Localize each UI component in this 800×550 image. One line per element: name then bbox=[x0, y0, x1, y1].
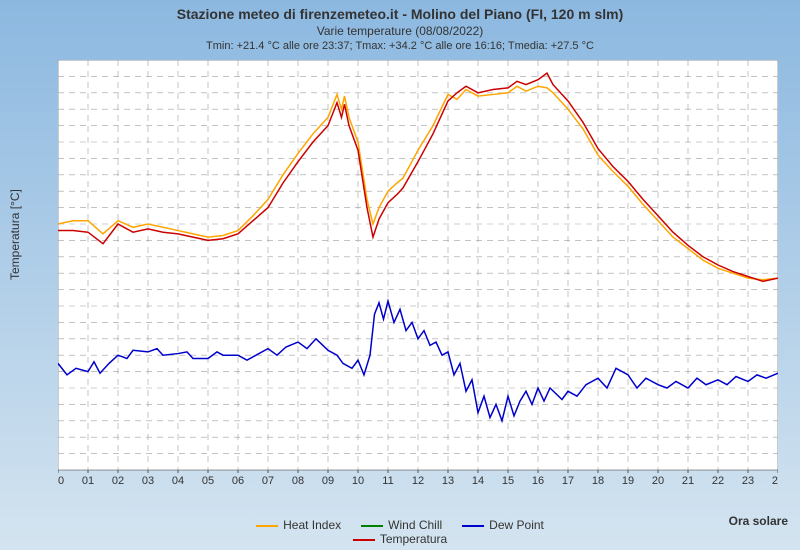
svg-text:13: 13 bbox=[442, 475, 454, 487]
chart-title-main: Stazione meteo di firenzemeteo.it - Moli… bbox=[0, 0, 800, 22]
svg-text:01: 01 bbox=[82, 475, 94, 487]
svg-text:16: 16 bbox=[532, 475, 544, 487]
legend: Heat Index Wind Chill Dew Point Temperatur… bbox=[0, 518, 800, 546]
y-axis-label: Temperatura [°C] bbox=[8, 189, 22, 280]
legend-swatch bbox=[353, 539, 375, 541]
chart-area: 1011121314151617181920212223242526272829… bbox=[58, 60, 778, 490]
svg-text:14: 14 bbox=[472, 475, 484, 487]
legend-swatch bbox=[256, 525, 278, 527]
svg-text:02: 02 bbox=[112, 475, 124, 487]
legend-label: Dew Point bbox=[489, 518, 544, 532]
chart-title-sub: Varie temperature (08/08/2022) bbox=[0, 22, 800, 38]
legend-item-heat-index: Heat Index bbox=[256, 518, 341, 532]
svg-text:04: 04 bbox=[172, 475, 184, 487]
svg-text:06: 06 bbox=[232, 475, 244, 487]
svg-text:09: 09 bbox=[322, 475, 334, 487]
svg-text:19: 19 bbox=[622, 475, 634, 487]
svg-text:12: 12 bbox=[412, 475, 424, 487]
svg-text:08: 08 bbox=[292, 475, 304, 487]
svg-text:11: 11 bbox=[382, 475, 393, 487]
svg-text:22: 22 bbox=[712, 475, 724, 487]
legend-swatch bbox=[361, 525, 383, 527]
svg-text:15: 15 bbox=[502, 475, 514, 487]
legend-item-temperatura: Temperatura bbox=[353, 532, 447, 546]
svg-text:24: 24 bbox=[772, 475, 778, 487]
svg-text:18: 18 bbox=[592, 475, 604, 487]
svg-text:05: 05 bbox=[202, 475, 214, 487]
svg-text:03: 03 bbox=[142, 475, 154, 487]
legend-label: Wind Chill bbox=[388, 518, 442, 532]
legend-item-dew-point: Dew Point bbox=[462, 518, 544, 532]
svg-text:23: 23 bbox=[742, 475, 754, 487]
svg-text:21: 21 bbox=[682, 475, 694, 487]
legend-label: Temperatura bbox=[380, 532, 447, 546]
legend-swatch bbox=[462, 525, 484, 527]
legend-label: Heat Index bbox=[283, 518, 341, 532]
chart-subtitle: Tmin: +21.4 °C alle ore 23:37; Tmax: +34… bbox=[0, 38, 800, 52]
svg-text:07: 07 bbox=[262, 475, 274, 487]
legend-item-wind-chill: Wind Chill bbox=[361, 518, 442, 532]
svg-text:00: 00 bbox=[58, 475, 64, 487]
svg-text:20: 20 bbox=[652, 475, 664, 487]
chart-svg: 1011121314151617181920212223242526272829… bbox=[58, 60, 778, 490]
svg-text:17: 17 bbox=[562, 475, 574, 487]
svg-text:10: 10 bbox=[352, 475, 364, 487]
